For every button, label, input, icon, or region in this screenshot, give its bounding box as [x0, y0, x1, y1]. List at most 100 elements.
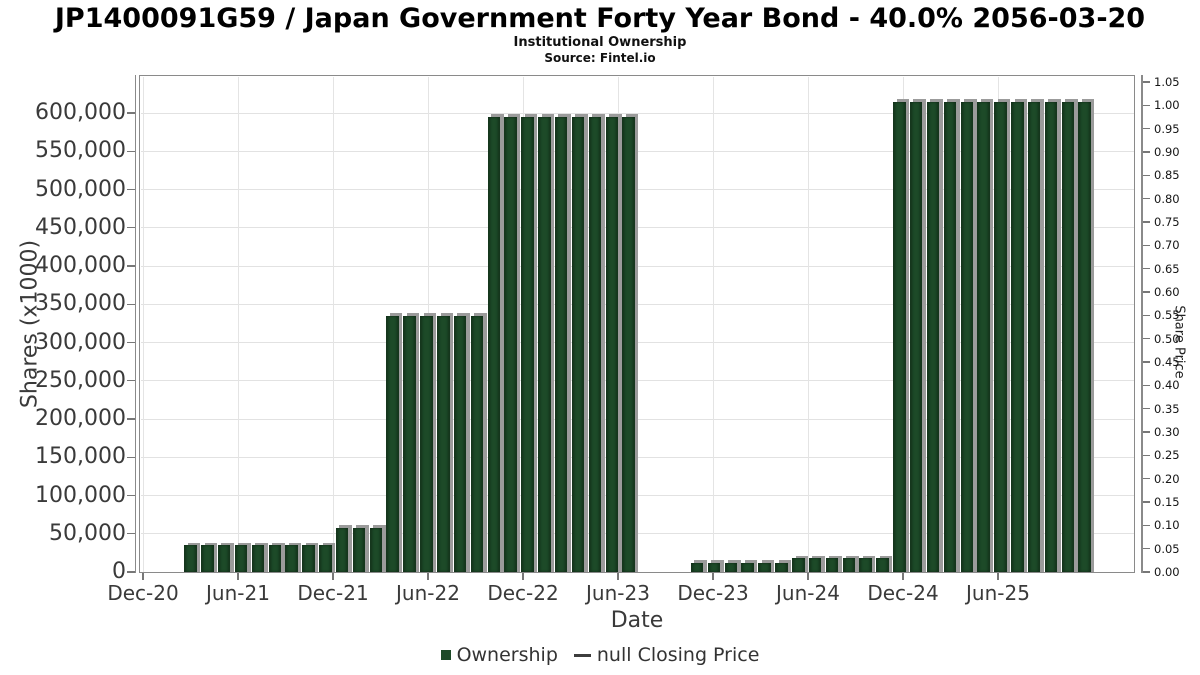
y-axis-tick-label-right: 0.20 — [1154, 471, 1180, 486]
bar — [1044, 101, 1058, 572]
chart-title: JP1400091G59 / Japan Government Forty Ye… — [54, 3, 1146, 34]
bar — [403, 315, 416, 572]
bar — [285, 545, 298, 572]
right-tick-mark — [1142, 174, 1150, 177]
bar — [571, 116, 585, 572]
y-axis-tick-label-left: 300,000 — [35, 329, 126, 355]
right-tick-mark — [1142, 221, 1150, 223]
right-tick-mark — [1142, 407, 1150, 410]
v-gridline — [332, 77, 334, 572]
x-tick-mark — [427, 573, 429, 580]
y-axis-tick-label-left: 0 — [112, 559, 126, 584]
left-tick-mark — [127, 418, 135, 420]
right-tick-mark — [1142, 477, 1150, 480]
y-axis-tick-label-right: 0.60 — [1154, 285, 1180, 299]
y-axis-tick-label-right: 0.90 — [1154, 145, 1180, 159]
bar — [960, 101, 974, 572]
bar — [1061, 101, 1075, 572]
y-axis-tick-label-right: 0.45 — [1154, 355, 1180, 369]
y-axis-tick-label-right: 0.75 — [1154, 215, 1180, 229]
bar — [302, 545, 315, 572]
y-axis-tick-label-left: 450,000 — [35, 214, 126, 240]
x-axis-tick-label: Jun-24 — [776, 581, 840, 605]
x-tick-mark — [522, 573, 524, 580]
legend-label-ownership: Ownership — [456, 644, 558, 666]
right-tick-mark — [1142, 151, 1150, 153]
closing-price-line-icon — [573, 653, 591, 657]
bar — [1027, 101, 1041, 572]
bar — [876, 558, 889, 572]
bar — [470, 315, 484, 572]
bar — [201, 545, 214, 572]
x-axis-tick-label: Jun-25 — [966, 581, 1030, 605]
bar — [792, 558, 805, 572]
left-tick-mark — [127, 188, 135, 191]
bar — [437, 315, 450, 572]
left-tick-mark — [127, 341, 135, 344]
legend-item-closing-price: null Closing Price — [573, 644, 760, 666]
chart-source: Source: Fintel.io — [544, 51, 656, 65]
bar — [622, 116, 635, 572]
bar — [775, 562, 788, 572]
left-tick-mark — [127, 533, 135, 535]
y-axis-tick-label-left: 400,000 — [35, 253, 126, 278]
bar — [605, 116, 618, 572]
right-tick-mark — [1142, 454, 1150, 457]
bar — [504, 116, 517, 572]
bar — [268, 545, 281, 572]
bar — [588, 116, 602, 572]
bar — [943, 101, 957, 572]
bar — [690, 562, 704, 572]
y-axis-tick-label-right: 0.55 — [1154, 308, 1180, 323]
x-axis-tick-label: Jun-21 — [206, 581, 270, 605]
bar — [758, 562, 771, 572]
right-tick-mark — [1142, 431, 1150, 433]
y-axis-tick-label-right: 0.05 — [1154, 541, 1180, 556]
bar — [335, 527, 349, 572]
x-tick-mark — [332, 573, 334, 580]
right-tick-mark — [1142, 81, 1150, 83]
right-tick-mark — [1142, 197, 1150, 200]
bar — [521, 116, 534, 572]
bar — [977, 101, 990, 572]
bar — [893, 101, 906, 572]
bar — [741, 562, 754, 572]
v-gridline — [712, 77, 714, 572]
left-tick-mark — [127, 303, 135, 305]
x-tick-mark — [807, 573, 809, 580]
x-tick-mark — [997, 573, 999, 580]
y-axis-tick-label-right: 0.70 — [1154, 238, 1180, 253]
bar — [1078, 101, 1091, 572]
x-tick-mark — [902, 573, 904, 580]
y-axis-tick-label-right: 1.05 — [1154, 75, 1180, 89]
right-tick-mark — [1142, 127, 1150, 130]
legend: Ownership null Closing Price — [0, 644, 1200, 666]
bar — [808, 558, 822, 572]
legend-item-ownership: Ownership — [440, 644, 558, 666]
left-tick-mark — [127, 227, 135, 229]
bar — [554, 116, 568, 572]
bar — [352, 527, 366, 572]
bar — [420, 315, 433, 572]
right-tick-mark — [1142, 384, 1150, 387]
bar — [538, 116, 551, 572]
left-tick-mark — [127, 380, 135, 382]
right-tick-mark — [1142, 571, 1150, 573]
bar — [994, 101, 1007, 572]
right-tick-mark — [1142, 337, 1150, 340]
y-axis-tick-label-left: 150,000 — [35, 444, 126, 470]
y-axis-tick-label-left: 500,000 — [35, 176, 126, 202]
left-tick-mark — [127, 494, 135, 497]
legend-label-closing-price: null Closing Price — [596, 644, 760, 666]
bar — [926, 101, 940, 572]
left-tick-mark — [127, 571, 135, 573]
bar — [1011, 101, 1024, 572]
right-tick-mark — [1142, 361, 1150, 363]
x-tick-mark — [142, 573, 144, 580]
bar — [217, 545, 231, 572]
y-axis-tick-label-right: 0.30 — [1154, 425, 1180, 439]
bar — [319, 545, 332, 572]
bar — [251, 545, 265, 572]
y-axis-tick-label-right: 0.35 — [1154, 401, 1180, 416]
